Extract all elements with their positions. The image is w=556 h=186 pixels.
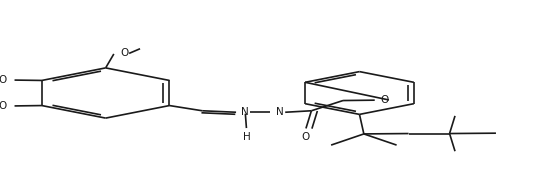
Text: O: O: [380, 95, 388, 105]
Text: O: O: [121, 48, 129, 58]
Text: O: O: [301, 132, 310, 142]
Text: O: O: [0, 75, 7, 85]
Text: O: O: [0, 101, 7, 111]
Text: H: H: [243, 132, 251, 142]
Text: N: N: [276, 107, 284, 117]
Text: N: N: [241, 107, 249, 117]
